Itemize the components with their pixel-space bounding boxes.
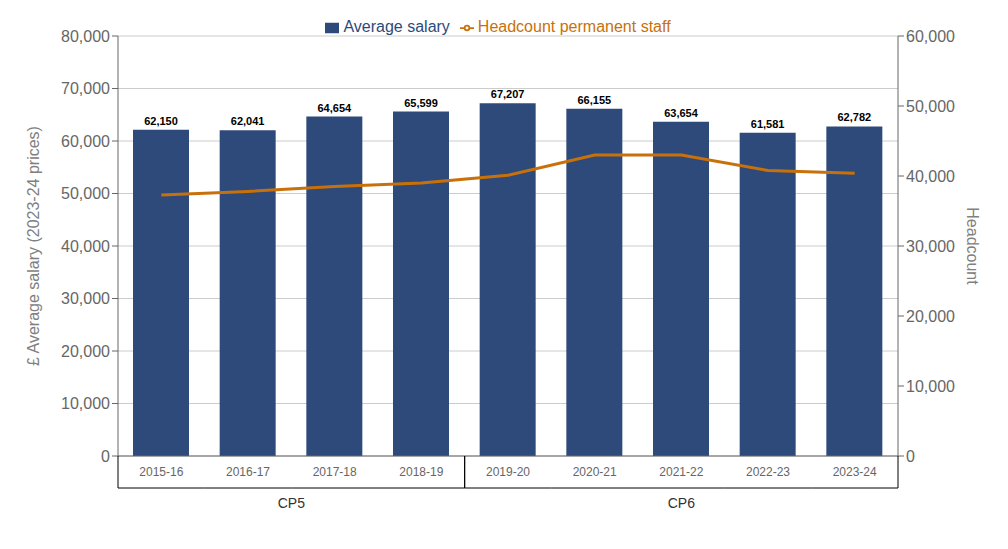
svg-text:2022-23: 2022-23 [746, 465, 790, 479]
svg-text:50,000: 50,000 [61, 185, 110, 202]
svg-text:2020-21: 2020-21 [573, 465, 617, 479]
svg-text:62,041: 62,041 [231, 115, 265, 127]
svg-text:40,000: 40,000 [61, 238, 110, 255]
html-text:Average salary: Average salary [343, 18, 450, 35]
svg-text:2023-24: 2023-24 [833, 465, 877, 479]
svg-text:CP5: CP5 [278, 495, 305, 511]
svg-text:30,000: 30,000 [61, 290, 110, 307]
svg-text:0: 0 [906, 448, 915, 465]
svg-text:£ Average salary (2023-24 pric: £ Average salary (2023-24 prices) [25, 126, 42, 366]
svg-text:40,000: 40,000 [906, 168, 955, 185]
svg-text:2021-22: 2021-22 [659, 465, 703, 479]
svg-text:30,000: 30,000 [906, 238, 955, 255]
svg-text:62,782: 62,782 [838, 111, 872, 123]
svg-text:10,000: 10,000 [61, 395, 110, 412]
svg-text:66,155: 66,155 [578, 94, 612, 106]
svg-text:2015-16: 2015-16 [139, 465, 183, 479]
svg-text:62,150: 62,150 [144, 115, 178, 127]
svg-text:CP6: CP6 [668, 495, 695, 511]
svg-text:65,599: 65,599 [404, 97, 438, 109]
svg-text:64,654: 64,654 [318, 102, 353, 114]
svg-text:10,000: 10,000 [906, 378, 955, 395]
html-text:Headcount permanent staff: Headcount permanent staff [477, 18, 671, 35]
svg-text:2018-19: 2018-19 [399, 465, 443, 479]
svg-text:67,207: 67,207 [491, 88, 525, 100]
svg-text:2016-17: 2016-17 [226, 465, 270, 479]
svg-text:63,654: 63,654 [664, 107, 699, 119]
svg-text:60,000: 60,000 [906, 28, 955, 45]
svg-text:0: 0 [101, 448, 110, 465]
svg-text:61,581: 61,581 [751, 118, 785, 130]
svg-text:20,000: 20,000 [61, 343, 110, 360]
svg-text:80,000: 80,000 [61, 28, 110, 45]
svg-text:Headcount: Headcount [964, 207, 981, 285]
svg-text:2017-18: 2017-18 [313, 465, 357, 479]
svg-text:50,000: 50,000 [906, 98, 955, 115]
svg-text:2019-20: 2019-20 [486, 465, 530, 479]
svg-text:20,000: 20,000 [906, 308, 955, 325]
svg-text:60,000: 60,000 [61, 133, 110, 150]
svg-text:70,000: 70,000 [61, 80, 110, 97]
